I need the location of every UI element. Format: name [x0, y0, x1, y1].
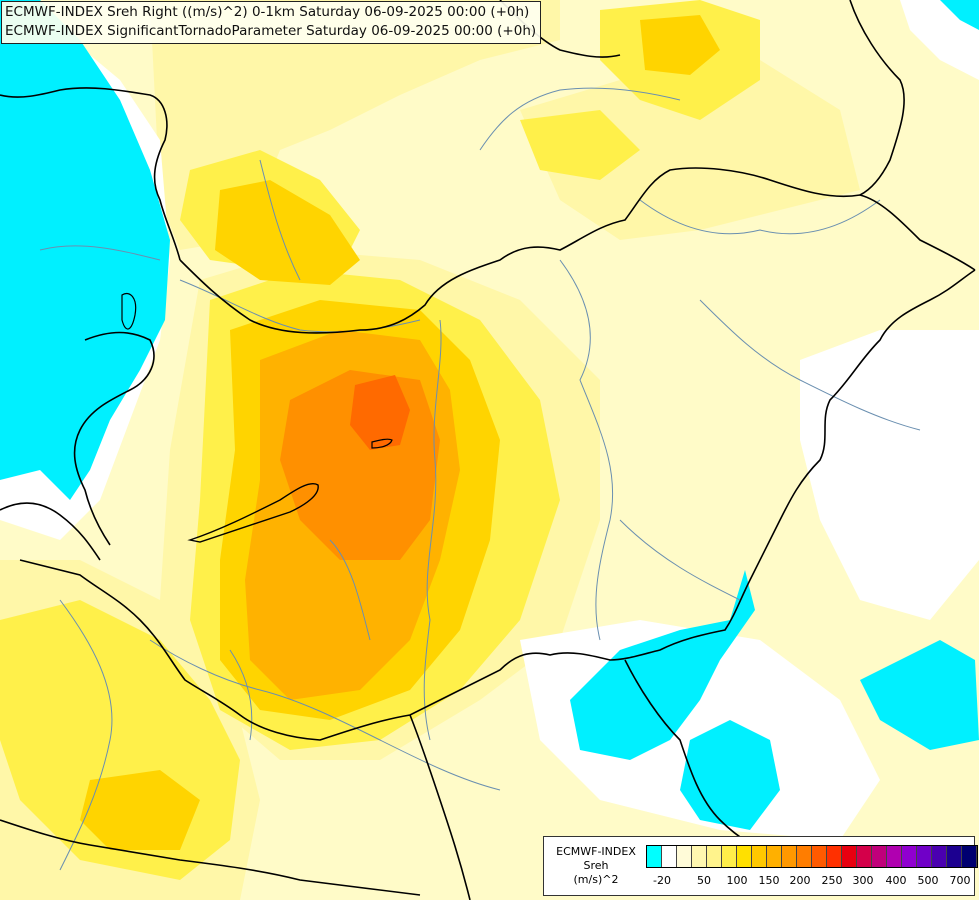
field-yellow-east-ne	[520, 110, 640, 180]
legend-swatch	[842, 846, 857, 867]
field-gold-southwest	[80, 770, 200, 850]
field-gold-north	[640, 15, 720, 75]
field-white-east	[800, 330, 979, 620]
legend-tick-label: 400	[885, 874, 907, 887]
legend-tick-label: 50	[697, 874, 711, 887]
legend-tick-label: 250	[821, 874, 843, 887]
color-legend: ECMWF-INDEX Sreh (m/s)^2 -20 50 100 150 200 2…	[543, 836, 978, 896]
legend-swatch	[812, 846, 827, 867]
field-white-northeast	[900, 0, 979, 80]
legend-title: ECMWF-INDEX Sreh (m/s)^2	[548, 845, 644, 887]
legend-swatch	[902, 846, 917, 867]
legend-tick-label: 150	[758, 874, 780, 887]
legend-title-line-3: (m/s)^2	[573, 873, 619, 886]
legend-swatch	[737, 846, 752, 867]
legend-swatch	[782, 846, 797, 867]
legend-ticks: -20 50 100 150 200 250 300 400 500 700	[646, 874, 976, 888]
legend-swatch	[767, 846, 782, 867]
legend-swatch	[677, 846, 692, 867]
legend-swatch	[857, 846, 872, 867]
field-cyan-west	[0, 0, 170, 500]
legend-swatch	[752, 846, 767, 867]
map-title-line-2: ECMWF-INDEX SignificantTornadoParameter …	[5, 23, 537, 39]
legend-tick-label: 200	[789, 874, 811, 887]
legend-tick-label: 500	[917, 874, 939, 887]
rivers	[39, 87, 921, 871]
legend-swatch	[827, 846, 842, 867]
field-light-northeast	[520, 60, 860, 240]
legend-swatch	[722, 846, 737, 867]
field-cyan-southeast	[860, 640, 979, 750]
legend-swatch	[662, 846, 677, 867]
legend-swatch	[692, 846, 707, 867]
legend-swatch	[962, 846, 977, 867]
legend-title-line-1: ECMWF-INDEX	[556, 845, 636, 858]
legend-title-line-2: Sreh	[583, 859, 609, 872]
legend-color-bar	[646, 845, 978, 868]
legend-swatch	[917, 846, 932, 867]
field-cyan-northeast	[940, 0, 979, 30]
legend-tick-label: -20	[653, 874, 671, 887]
field-cyan-south-1	[570, 570, 755, 760]
map-title-line-1: ECMWF-INDEX Sreh Right ((m/s)^2) 0-1km S…	[5, 4, 530, 20]
map-title-box: ECMWF-INDEX Sreh Right ((m/s)^2) 0-1km S…	[1, 1, 542, 44]
legend-swatch	[947, 846, 962, 867]
legend-swatch	[872, 846, 887, 867]
legend-swatch	[647, 846, 662, 867]
legend-swatch	[797, 846, 812, 867]
legend-tick-label: 700	[949, 874, 971, 887]
field-deep-orange-core	[350, 375, 410, 450]
field-gold-northwest	[215, 180, 360, 285]
legend-swatch	[707, 846, 722, 867]
legend-swatch	[932, 846, 947, 867]
legend-swatch	[887, 846, 902, 867]
legend-tick-label: 300	[852, 874, 874, 887]
legend-tick-label: 100	[726, 874, 748, 887]
field-cyan-south-2	[680, 720, 780, 830]
